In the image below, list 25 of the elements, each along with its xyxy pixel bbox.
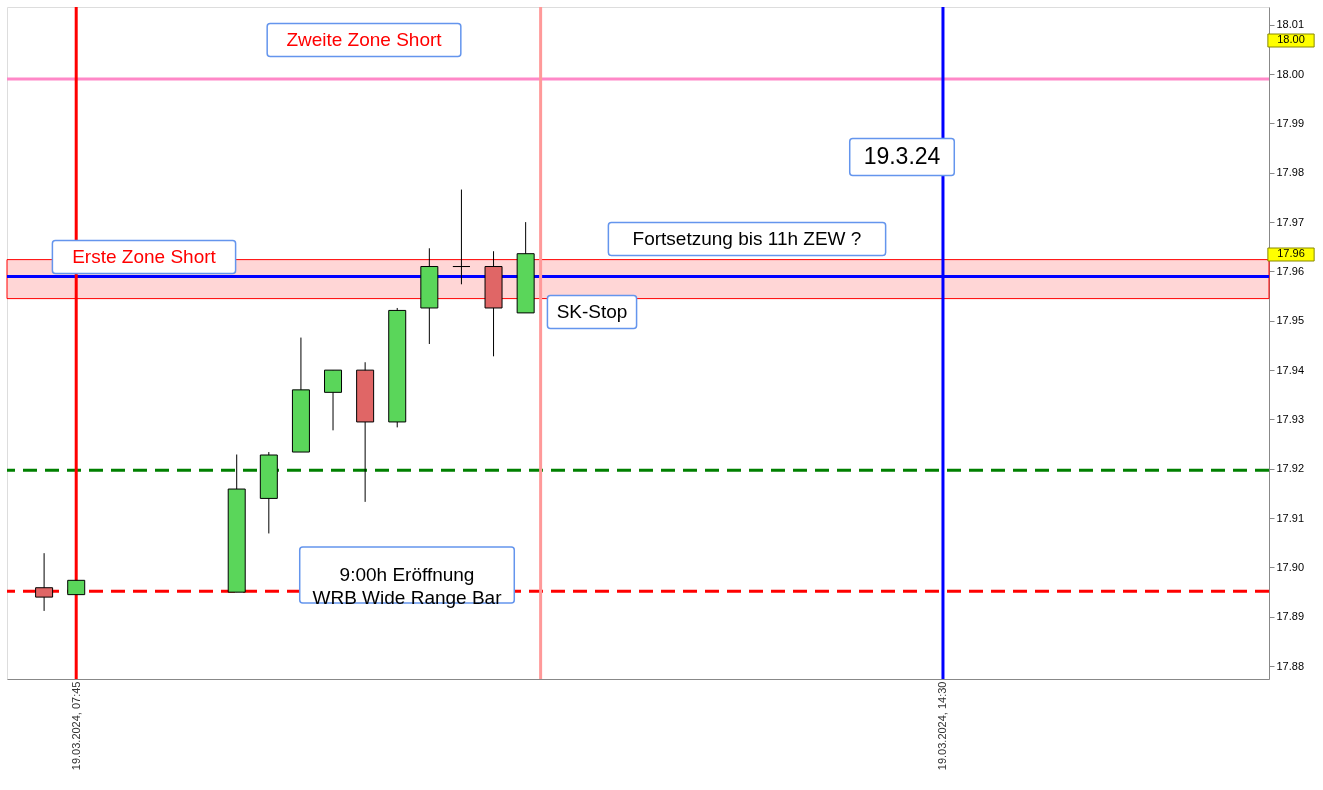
annotation: 9:00h Eröffnung WRB Wide Range Bar bbox=[312, 564, 503, 608]
candlestick bbox=[324, 369, 343, 431]
y-tick-label: 17.96 bbox=[1276, 264, 1305, 277]
annotation: Erste Zone Short bbox=[72, 246, 217, 267]
y-tick-label: 17.98 bbox=[1276, 166, 1305, 179]
annotation: 19.3.24 bbox=[863, 143, 941, 169]
y-tick-label: 17.90 bbox=[1276, 560, 1305, 573]
annotation: SK-Stop bbox=[556, 301, 628, 322]
candlestick bbox=[452, 189, 471, 285]
y-tick-label: 17.93 bbox=[1276, 412, 1305, 425]
y-tick-label: 18.00 bbox=[1276, 67, 1305, 80]
y-tick-label: 17.99 bbox=[1276, 116, 1305, 129]
candlestick bbox=[35, 552, 54, 612]
annotation: Zweite Zone Short bbox=[286, 29, 443, 50]
annotation: Fortsetzung bis 11h ZEW ? bbox=[632, 228, 862, 249]
y-tick-label: 17.89 bbox=[1276, 610, 1305, 623]
y-tick-label: 17.95 bbox=[1276, 314, 1305, 327]
x-tick-label: 19.03.2024, 14:30 bbox=[936, 681, 949, 771]
y-tick-label: 18.01 bbox=[1276, 18, 1305, 31]
y-tick-label: 17.91 bbox=[1276, 511, 1305, 524]
y-tick-label: 17.94 bbox=[1276, 363, 1305, 376]
y-tick-label: 17.92 bbox=[1276, 462, 1305, 475]
x-tick-label: 19.03.2024, 07:45 bbox=[69, 681, 82, 771]
y-tick-label: 17.97 bbox=[1276, 215, 1305, 228]
y-tick-label: 17.88 bbox=[1276, 659, 1305, 672]
